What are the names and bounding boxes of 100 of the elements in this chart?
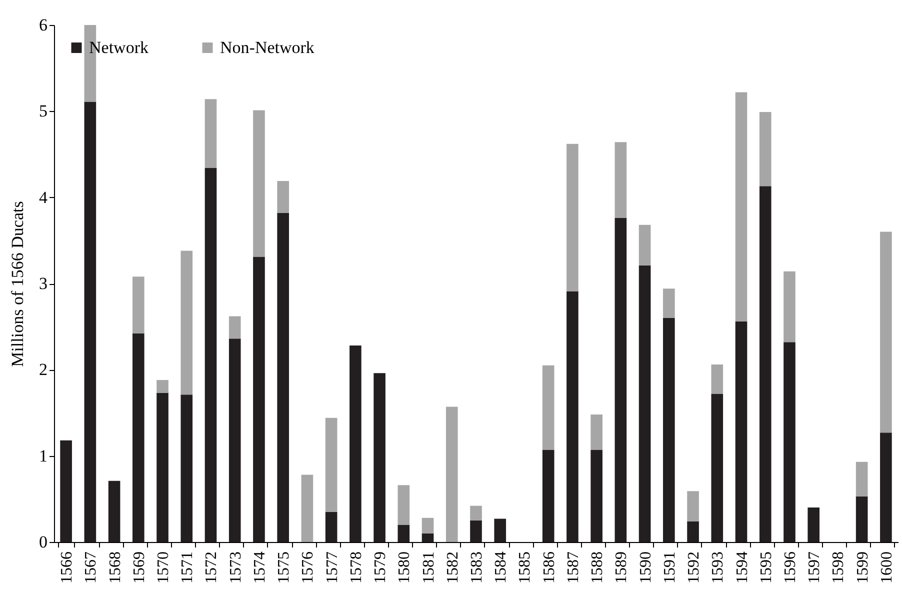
x-tick-label: 1567	[82, 552, 100, 584]
bar	[663, 288, 675, 318]
x-tick-label: 1581	[420, 552, 438, 584]
x-tick-label: 1591	[661, 552, 678, 584]
bar	[132, 276, 144, 334]
x-tick-label: 1577	[324, 552, 341, 584]
x-tick-label: 1579	[372, 552, 390, 584]
bar	[735, 92, 748, 322]
x-tick-label: 1586	[540, 552, 558, 584]
x-tick-label: 1569	[130, 552, 148, 584]
bar	[277, 180, 289, 213]
x-tick-label: 1598	[830, 552, 848, 584]
bar	[663, 318, 675, 542]
bar	[566, 144, 578, 292]
bar	[132, 333, 144, 542]
bar	[301, 474, 314, 542]
bar	[228, 338, 241, 542]
x-tick-label: 1597	[806, 552, 824, 584]
x-tick-label: 1575	[276, 552, 293, 584]
bar	[880, 232, 892, 433]
bar	[566, 291, 578, 542]
bar	[470, 506, 482, 520]
bar	[180, 250, 193, 395]
x-tick-label: 1594	[734, 552, 751, 584]
bar	[542, 450, 554, 542]
bar	[856, 496, 868, 542]
bar	[687, 521, 699, 542]
y-tick-label: 0	[39, 532, 48, 552]
y-tick-label: 4	[39, 188, 48, 207]
bar	[156, 392, 168, 542]
bar	[784, 271, 796, 342]
x-tick-label: 1596	[782, 552, 799, 584]
bar	[204, 99, 217, 168]
y-tick-label: 3	[39, 274, 48, 293]
bar	[350, 346, 362, 542]
bar	[494, 518, 506, 542]
x-tick-label: 1580	[396, 552, 414, 584]
x-tick-label: 1568	[106, 552, 124, 584]
x-tick-label: 1583	[468, 552, 486, 584]
bar	[614, 142, 627, 218]
bar	[735, 321, 748, 542]
bar	[784, 342, 796, 542]
x-tick-label: 1587	[564, 552, 582, 584]
bar	[687, 491, 699, 522]
y-axis-title: Millions of 1566 Ducats	[8, 201, 27, 367]
bar	[711, 364, 724, 394]
x-tick-label: 1571	[179, 552, 196, 584]
bar	[228, 316, 241, 339]
x-tick-label: 1582	[444, 552, 462, 584]
bar	[422, 533, 434, 542]
y-tick-label: 5	[39, 102, 48, 121]
x-tick-label: 1600	[878, 552, 896, 584]
x-tick-label: 1588	[589, 552, 606, 584]
x-tick-label: 1589	[613, 552, 630, 584]
bar	[808, 508, 820, 542]
bar	[759, 186, 772, 542]
x-tick-label: 1570	[155, 552, 172, 584]
bar	[446, 406, 458, 542]
bar	[638, 224, 651, 266]
bar	[711, 394, 724, 542]
bar	[470, 520, 482, 542]
bar	[325, 512, 338, 542]
x-tick-label: 1593	[710, 552, 727, 584]
legend-label: Network	[89, 38, 149, 57]
bar	[590, 414, 602, 450]
bar	[204, 168, 217, 542]
x-tick-label: 1574	[251, 552, 268, 584]
bar	[614, 218, 627, 542]
bar	[156, 380, 168, 393]
x-tick-label: 1584	[492, 552, 510, 584]
bar	[398, 485, 410, 525]
x-tick-label: 1578	[348, 552, 365, 584]
bar	[422, 518, 434, 534]
x-tick-label: 1592	[686, 552, 703, 584]
x-tick-label: 1572	[203, 552, 220, 584]
bar	[277, 212, 289, 542]
bar	[84, 102, 96, 542]
x-tick-label: 1573	[227, 552, 244, 584]
bar	[374, 373, 386, 542]
bar	[759, 112, 772, 186]
x-tick-label: 1566	[58, 552, 76, 584]
x-tick-label: 1585	[516, 552, 534, 584]
bar	[638, 265, 651, 542]
bar	[542, 365, 554, 450]
bar	[325, 418, 338, 512]
bar	[108, 480, 120, 542]
bar	[880, 432, 892, 542]
bar	[180, 394, 193, 542]
legend-label: Non-Network	[220, 38, 315, 57]
y-tick-label: 6	[39, 16, 48, 34]
bar	[60, 440, 72, 542]
bar	[398, 524, 410, 542]
y-tick-label: 1	[39, 446, 48, 466]
x-tick-label: 1599	[854, 552, 872, 584]
y-tick-label: 2	[39, 360, 48, 380]
bar	[253, 256, 265, 542]
bar	[856, 462, 868, 496]
x-tick-label: 1595	[758, 552, 775, 584]
x-tick-label: 1590	[637, 552, 654, 584]
bar	[253, 110, 265, 257]
